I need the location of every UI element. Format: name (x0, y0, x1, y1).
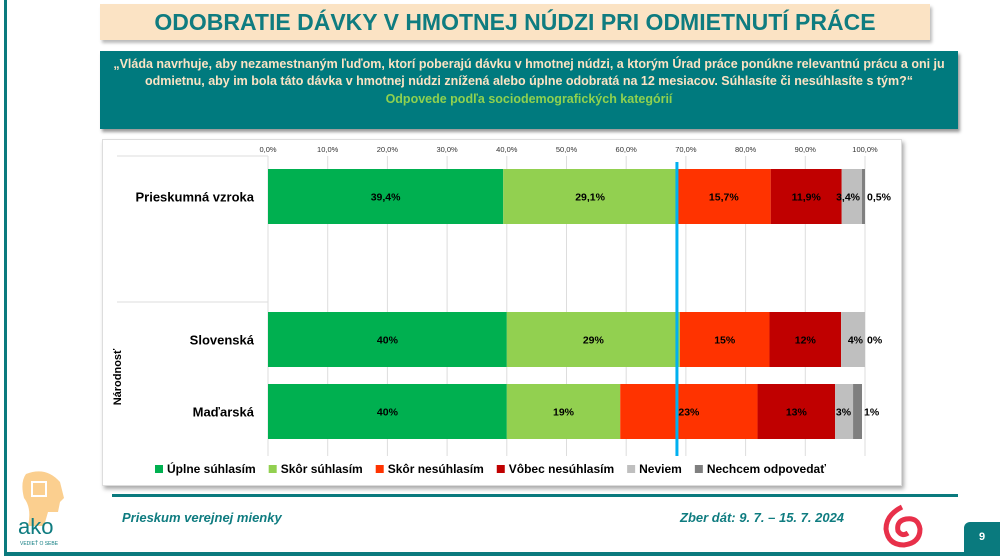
data-label: 29% (583, 335, 605, 347)
bar-segment (620, 384, 758, 439)
tick-label: 100,0% (852, 145, 878, 154)
chart: 0,0% 10,0% 20,0% 30,0% 40,0% 50,0% 60,0% 70,0% 8… (102, 139, 902, 486)
group-label: Národnosť (112, 348, 124, 405)
data-label: 40% (377, 407, 399, 419)
data-label: 3% (836, 407, 852, 419)
tick-label: 70,0% (675, 145, 697, 154)
legend-item: Skôr nesúhlasím (388, 462, 484, 476)
footer-left: Prieskum verejnej mienky (122, 510, 282, 525)
row-label: Slovenská (190, 333, 255, 348)
tick-label: 0,0% (259, 145, 276, 154)
page-number: 9 (964, 522, 1000, 552)
bar-segment (506, 312, 680, 367)
legend-item: Úplne súhlasím (167, 461, 256, 476)
bar-segment (268, 384, 507, 439)
data-label: 11,9% (792, 192, 822, 204)
legend-swatch (496, 465, 505, 473)
tick-label: 60,0% (616, 145, 638, 154)
tick-label: 30,0% (436, 145, 458, 154)
bar-segment (769, 312, 842, 367)
spiral-logo-icon (880, 503, 926, 554)
legend-item: Skôr súhlasím (281, 462, 363, 476)
tick-label: 40,0% (496, 145, 518, 154)
bar-segment (268, 312, 507, 367)
legend-item: Vôbec nesúhlasím (509, 462, 614, 476)
subtitle: Odpovede podľa sociodemografických kateg… (385, 92, 673, 106)
data-label: 15,7% (709, 192, 739, 204)
logo-text: ako (18, 514, 53, 539)
data-label: 12% (795, 335, 817, 347)
bar-segment (506, 384, 621, 439)
legend-swatch (268, 465, 277, 473)
data-label: 15% (714, 335, 736, 347)
data-label: 40% (377, 335, 399, 347)
tick-label: 50,0% (556, 145, 578, 154)
data-label: 39,4% (371, 192, 401, 204)
data-label: 13% (786, 407, 808, 419)
tick-label: 90,0% (795, 145, 817, 154)
bar-segment (835, 384, 854, 439)
data-label: 23% (678, 407, 700, 419)
footer-divider (112, 494, 958, 497)
question-box: „Vláda navrhuje, aby nezamestnaným ľuďom… (100, 51, 958, 129)
chart-svg: 0,0% 10,0% 20,0% 30,0% 40,0% 50,0% 60,0% 70,0% 8… (112, 145, 892, 476)
tick-label: 20,0% (377, 145, 399, 154)
data-label: 3,4% (836, 192, 861, 204)
bar-segment (862, 169, 865, 224)
legend-swatch (155, 465, 163, 473)
legend-swatch (694, 465, 703, 473)
tick-label: 80,0% (735, 145, 757, 154)
row-label: Maďarská (193, 405, 255, 420)
bar-segment (841, 169, 863, 224)
page-title: ODOBRATIE DÁVKY V HMOTNEJ NÚDZI PRI ODMI… (100, 4, 930, 40)
legend-swatch (375, 465, 384, 473)
ako-logo: ako VEDIEŤ O SEBE (14, 468, 74, 548)
data-label: 19% (553, 407, 575, 419)
question-text: „Vláda navrhuje, aby nezamestnaným ľuďom… (113, 57, 945, 88)
bar-segment (841, 312, 865, 367)
bar-segment (757, 384, 836, 439)
legend-item: Nechcem odpovedať (707, 462, 826, 476)
bar-segment (853, 384, 863, 439)
left-border (4, 0, 7, 556)
bar-segment (503, 169, 677, 224)
tick-label: 10,0% (317, 145, 339, 154)
data-label: 0,5% (867, 192, 892, 204)
legend-swatch (627, 465, 636, 473)
data-label: 4% (848, 335, 864, 347)
footer-date: Zber dát: 9. 7. – 15. 7. 2024 (680, 510, 845, 525)
bar-segment (770, 169, 842, 224)
bar-segment (679, 312, 770, 367)
bottom-border (4, 552, 1000, 556)
row-label: Prieskumná vzroka (135, 190, 254, 205)
bar-segment (268, 169, 504, 224)
data-label: 29,1% (575, 192, 605, 204)
logo-tagline: VEDIEŤ O SEBE (20, 539, 59, 547)
data-label: 1% (864, 407, 880, 419)
legend-item: Neviem (639, 462, 682, 476)
bar-segment (676, 169, 771, 224)
data-label: 0% (867, 335, 883, 347)
